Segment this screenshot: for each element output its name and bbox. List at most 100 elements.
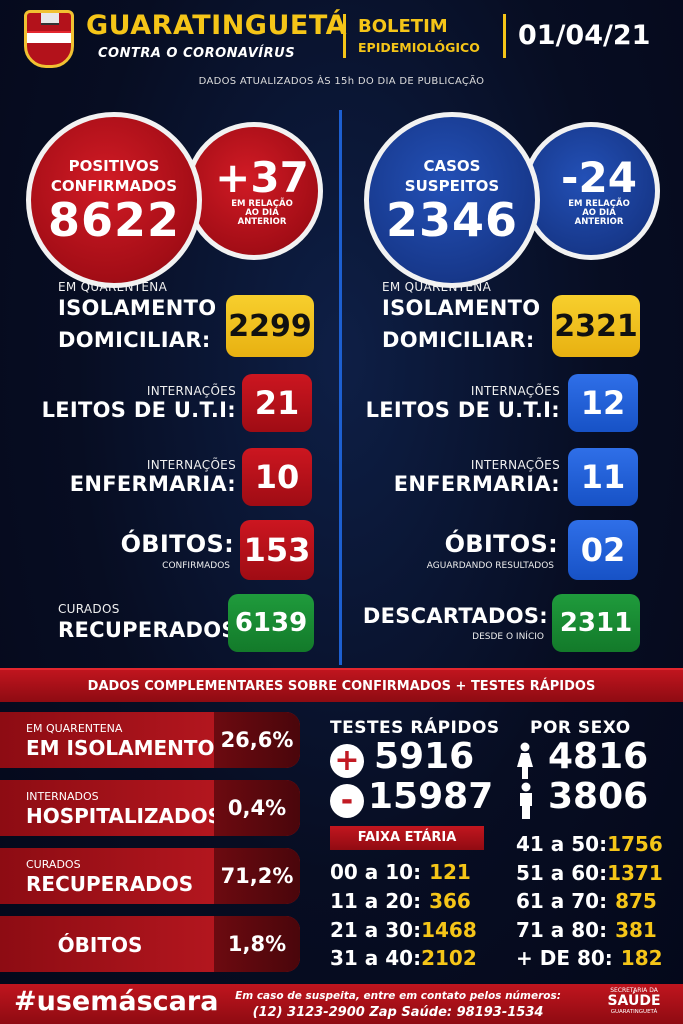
dept-line: SAÚDE: [607, 993, 661, 1009]
delta-note: ANTERIOR: [574, 216, 624, 227]
suspected-deaths-value: 02: [568, 520, 638, 580]
age-range: + DE 80:: [516, 946, 613, 970]
footer-band: [0, 984, 683, 1024]
dept-line: SECRETARIA DA: [610, 987, 658, 994]
age-row: 51 a 60:1371: [516, 861, 663, 885]
confirmed-ward-value: 10: [242, 448, 312, 506]
confirmed-quarantine-value: 2299: [226, 295, 314, 357]
pill-big-label: ÓBITOS: [57, 933, 143, 957]
pill-big-label: HOSPITALIZADOS: [26, 804, 222, 828]
delta-note: ANTERIOR: [237, 216, 287, 227]
deaths-small-label: CONFIRMADOS: [162, 561, 230, 571]
bulletin-date: 01/04/21: [518, 20, 651, 51]
pill-percent: 0,4%: [214, 780, 300, 836]
deaths-small-label: AGUARDANDO RESULTADOS: [426, 561, 554, 571]
campaign-tagline: CONTRA O CORONAVÍRUS: [98, 46, 296, 61]
suspected-label-1: CASOS: [423, 157, 481, 175]
recovered-big-label: RECUPERADOS:: [58, 618, 246, 642]
icu-small-label: INTERNAÇÕES: [146, 384, 236, 398]
hashtag-mask: #usemáscara: [14, 986, 219, 1017]
age-range: 31 a 40:: [330, 946, 422, 970]
age-row: 21 a 30:1468: [330, 918, 477, 942]
age-value: 1756: [607, 832, 663, 856]
suspected-delta-circle: -24 EM RELAÇÃO AO DIA ANTERIOR: [522, 122, 660, 260]
confirmed-label-2: CONFIRMADOS: [50, 177, 178, 195]
rapid-tests-title: TESTES RÁPIDOS: [330, 718, 500, 738]
age-range: 11 a 20:: [330, 889, 422, 913]
age-row: 31 a 40:2102: [330, 946, 477, 970]
female-icon: [517, 742, 533, 779]
pill-small-label: EM QUARENTENA: [26, 722, 123, 735]
confirmed-deaths-value: 153: [240, 520, 314, 580]
ward-small-label: INTERNAÇÕES: [146, 458, 236, 472]
age-value: 2102: [421, 946, 477, 970]
header-divider-2: [503, 14, 506, 58]
age-range: 41 a 50:: [516, 832, 608, 856]
icu-big-label: LEITOS DE U.T.I:: [365, 398, 560, 422]
suspected-discarded-value: 2311: [552, 594, 640, 652]
suspected-value: 2346: [385, 193, 519, 247]
complement-header-band: DADOS COMPLEMENTARES SOBRE CONFIRMADOS +…: [0, 668, 683, 702]
confirmed-recovered-value: 6139: [228, 594, 314, 652]
pill-small-label: CURADOS: [26, 858, 81, 871]
confirmed-delta: +37: [215, 152, 309, 202]
column-divider: [339, 110, 342, 665]
pill-percent: 26,6%: [214, 712, 300, 768]
contact-numbers: (12) 3123-2900 Zap Saúde: 98193-1534: [252, 1005, 544, 1020]
by-sex-title: POR SEXO: [530, 718, 631, 738]
recovered-percent-pill: CURADOS RECUPERADOS 71,2%: [0, 848, 300, 904]
quarantine-big-label-1: ISOLAMENTO: [58, 296, 217, 320]
suspected-circle: CASOS SUSPEITOS 2346: [364, 112, 540, 288]
bulletin-subtitle: EPIDEMIOLÓGICO: [358, 40, 480, 55]
delta-note: AO DIA: [245, 207, 279, 218]
suspected-quarantine-value: 2321: [552, 295, 640, 357]
dept-line: GUARATINGUETÁ: [610, 1009, 658, 1015]
icu-small-label: INTERNAÇÕES: [470, 384, 560, 398]
suspected-icu-value: 12: [568, 374, 638, 432]
header-divider: [343, 14, 346, 58]
icu-big-label: LEITOS DE U.T.I:: [41, 398, 236, 422]
confirmed-icu-value: 21: [242, 374, 312, 432]
quarantine-big-label-2: DOMICILIAR:: [58, 328, 211, 352]
quarantine-big-label-2: DOMICILIAR:: [382, 328, 535, 352]
bulletin-title: BOLETIM: [358, 16, 448, 37]
suspected-label-2: SUSPEITOS: [404, 177, 500, 195]
delta-note: AO DIA: [582, 207, 616, 218]
age-value: 381: [615, 918, 657, 942]
age-row: 00 a 10: 121: [330, 860, 471, 884]
complement-title: DADOS COMPLEMENTARES SOBRE CONFIRMADOS +…: [87, 679, 596, 694]
plus-icon: +: [330, 744, 364, 778]
hospitalized-percent-pill: INTERNADOS HOSPITALIZADOS 0,4%: [0, 780, 300, 836]
contact-note: Em caso de suspeita, entre em contato pe…: [235, 990, 561, 1002]
pill-percent: 71,2%: [214, 848, 300, 904]
age-row: 41 a 50:1756: [516, 832, 663, 856]
age-range: 71 a 80:: [516, 918, 608, 942]
age-range: 61 a 70:: [516, 889, 608, 913]
age-row: 71 a 80: 381: [516, 918, 657, 942]
deaths-big-label: ÓBITOS:: [444, 530, 558, 558]
confirmed-label-1: POSITIVOS: [68, 157, 160, 175]
age-groups-title: FAIXA ETÁRIA: [330, 826, 484, 850]
discarded-big-label: DESCARTADOS:: [362, 604, 548, 628]
ward-big-label: ENFERMARIA:: [393, 472, 560, 496]
city-crest-logo: [24, 10, 74, 68]
age-value: 366: [429, 889, 471, 913]
quarantine-big-label-1: ISOLAMENTO: [382, 296, 541, 320]
male-icon: [520, 782, 532, 819]
confirmed-delta-circle: +37 EM RELAÇÃO AO DIA ANTERIOR: [185, 122, 323, 260]
recovered-small-label: CURADOS: [58, 602, 120, 616]
ward-big-label: ENFERMARIA:: [69, 472, 236, 496]
male-value: 3806: [548, 776, 649, 817]
age-range: 00 a 10:: [330, 860, 422, 884]
suspected-delta: -24: [561, 152, 637, 202]
age-value: 875: [615, 889, 657, 913]
age-value: 1371: [607, 861, 663, 885]
city-title: GUARATINGUETÁ: [86, 10, 348, 41]
minus-icon: -: [330, 784, 364, 818]
age-row: + DE 80: 182: [516, 946, 663, 970]
age-range: 51 a 60:: [516, 861, 608, 885]
delta-note: EM RELAÇÃO: [231, 198, 293, 209]
age-value: 182: [620, 946, 663, 970]
age-row: 61 a 70: 875: [516, 889, 657, 913]
age-row: 11 a 20: 366: [330, 889, 471, 913]
